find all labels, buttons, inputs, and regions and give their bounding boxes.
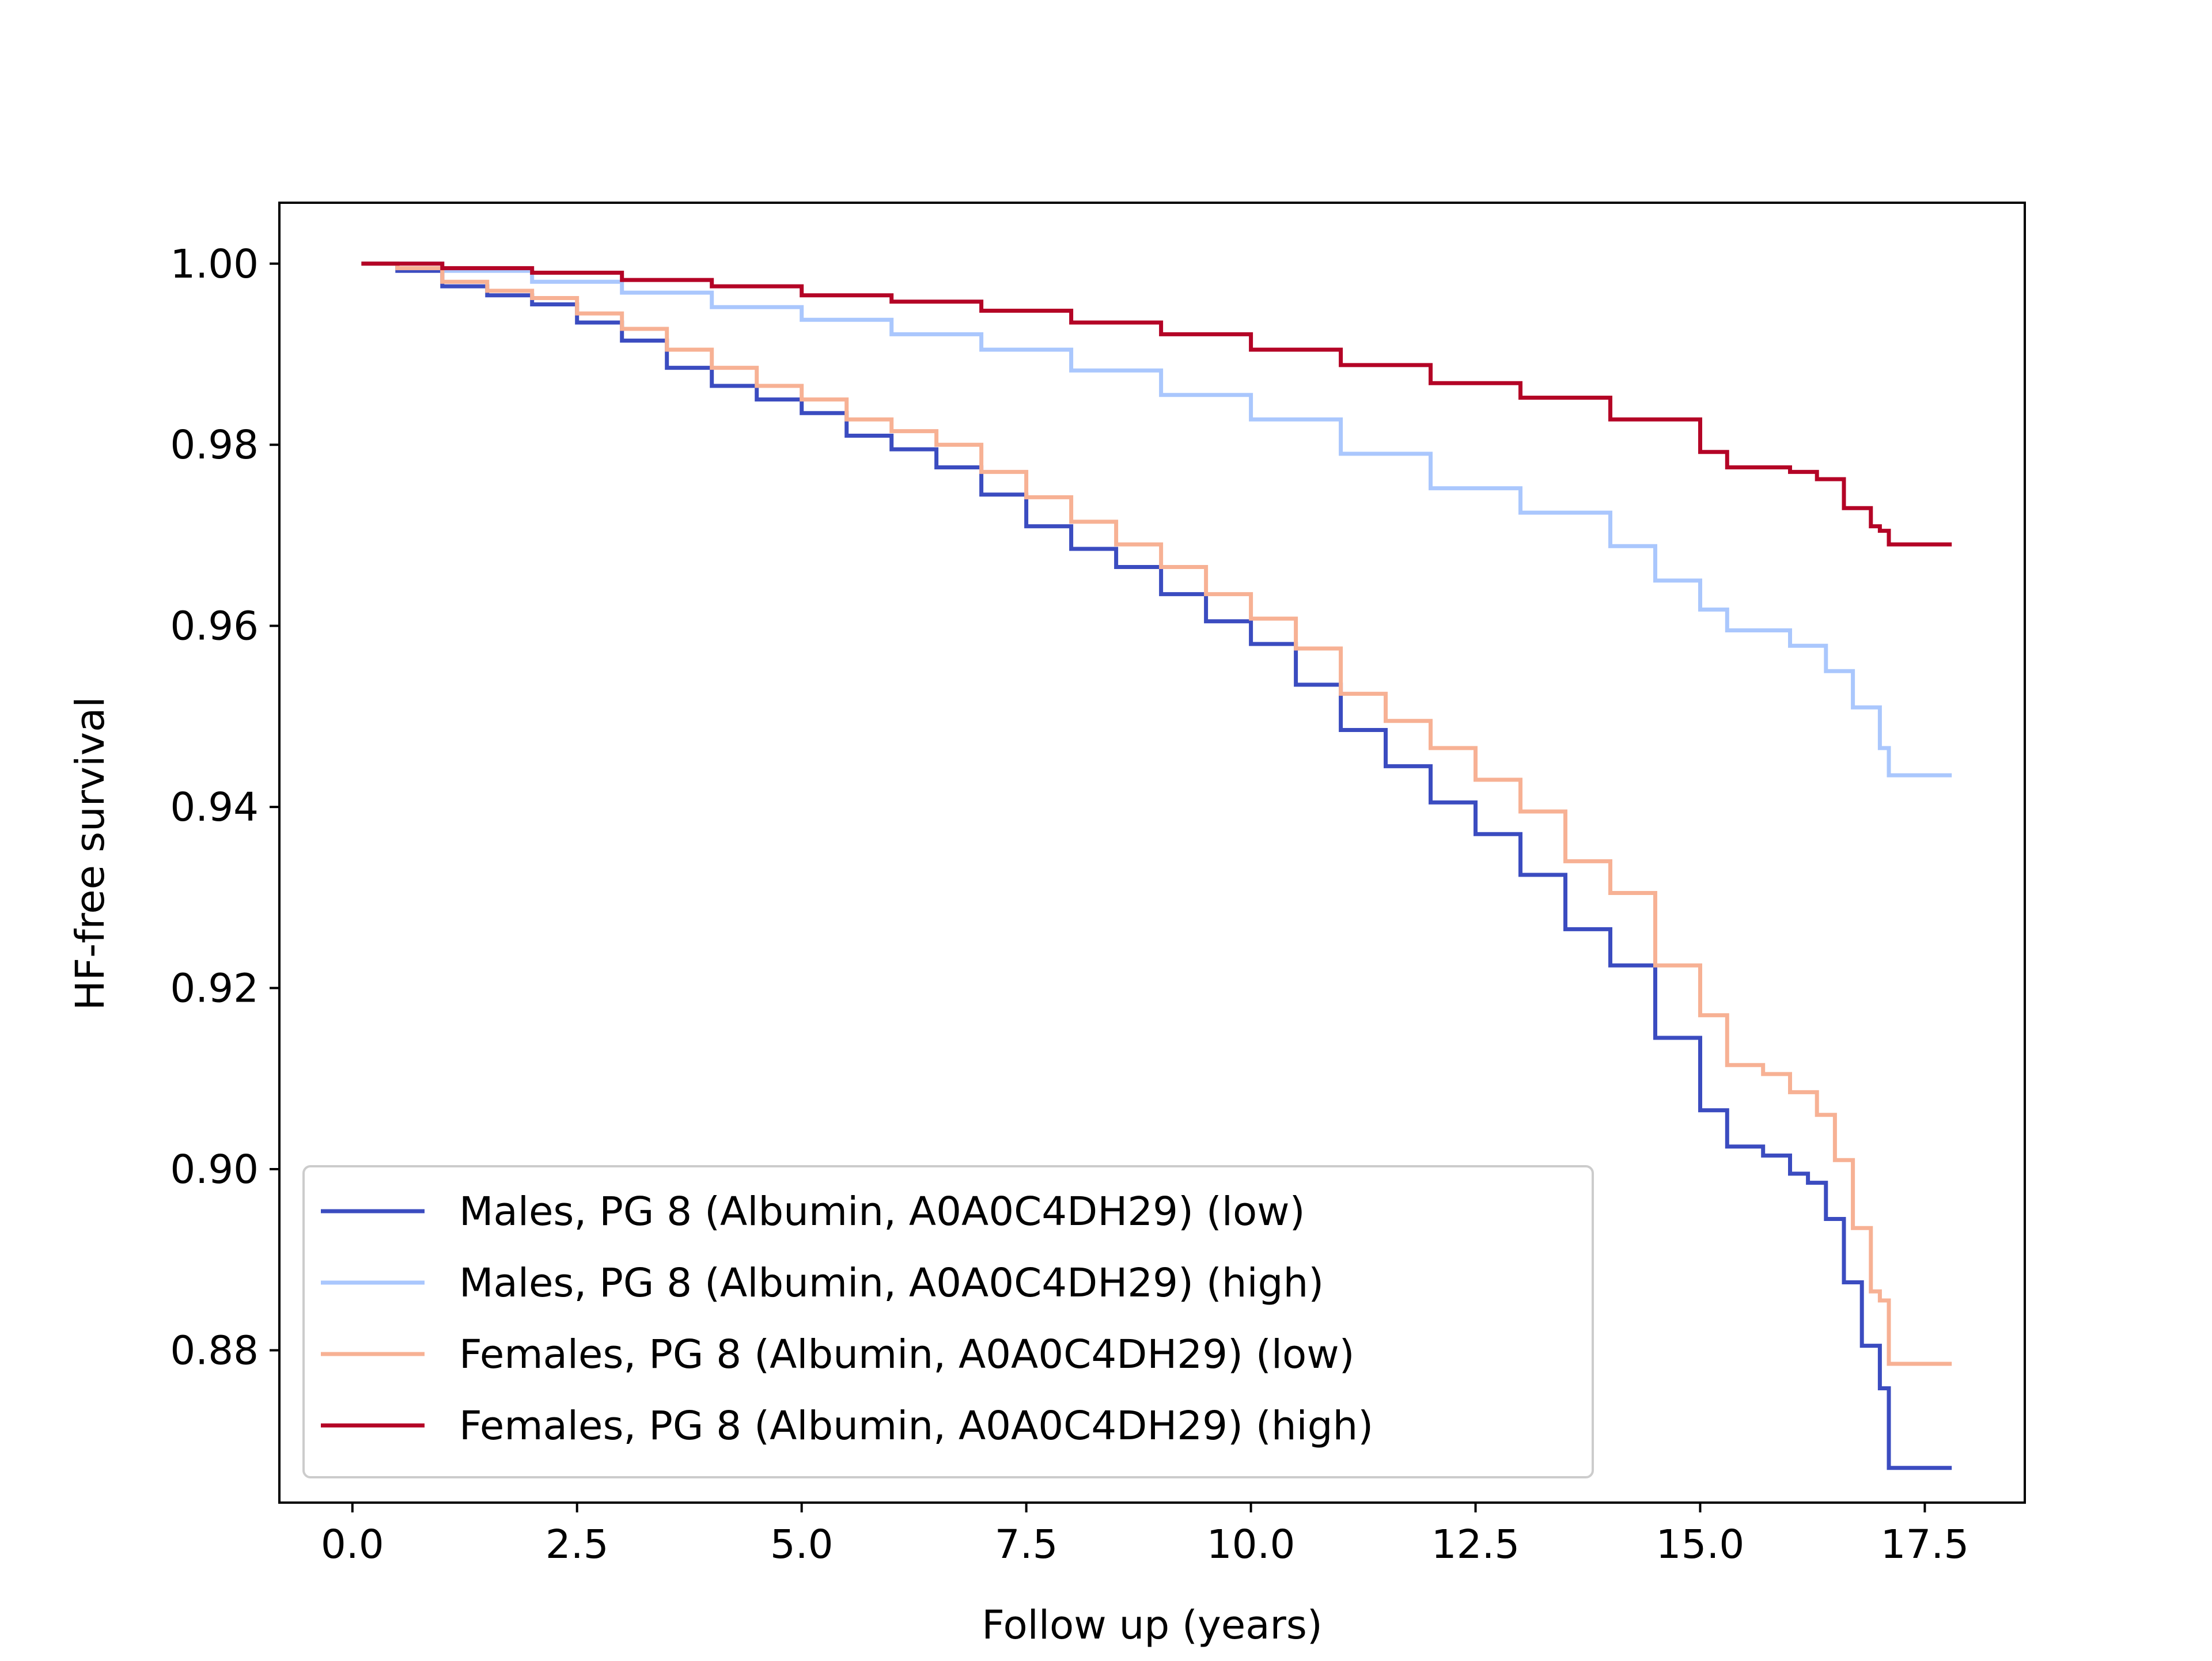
y-tick-label: 1.00 xyxy=(170,241,259,287)
legend-label-1: Males, PG 8 (Albumin, A0A0C4DH29) (low) xyxy=(459,1189,1305,1235)
x-tick-label: 5.0 xyxy=(770,1522,834,1568)
x-tick-label: 10.0 xyxy=(1207,1522,1296,1568)
x-tick-label: 7.5 xyxy=(995,1522,1058,1568)
legend-label-2: Males, PG 8 (Albumin, A0A0C4DH29) (high) xyxy=(459,1260,1324,1306)
legend-box xyxy=(302,1165,1594,1478)
x-tick-label: 17.5 xyxy=(1881,1522,1969,1568)
x-tick-label: 0.0 xyxy=(321,1522,384,1568)
y-tick-label: 0.96 xyxy=(170,604,259,650)
y-tick-label: 0.94 xyxy=(170,784,259,830)
y-axis-label: HF-free survival xyxy=(67,697,113,1011)
x-tick-label: 15.0 xyxy=(1656,1522,1745,1568)
y-axis: 0.88 0.90 0.92 0.94 0.96 0.98 1.00 xyxy=(170,241,280,1374)
x-tick-label: 12.5 xyxy=(1431,1522,1520,1568)
x-axis: 0.0 2.5 5.0 7.5 10.0 12.5 15.0 17.5 xyxy=(321,1502,1969,1568)
series-layer xyxy=(361,261,1952,1470)
x-axis-label: Follow up (years) xyxy=(982,1602,1323,1648)
y-tick-label: 0.88 xyxy=(170,1328,259,1374)
series-line-3 xyxy=(361,261,1952,1366)
legend-label-3: Females, PG 8 (Albumin, A0A0C4DH29) (low… xyxy=(459,1332,1355,1378)
series-line-2 xyxy=(361,261,1952,778)
y-tick-label: 0.98 xyxy=(170,422,259,468)
y-tick-label: 0.92 xyxy=(170,966,259,1012)
legend: Males, PG 8 (Albumin, A0A0C4DH29) (low) M… xyxy=(302,1165,1594,1478)
y-tick-label: 0.90 xyxy=(170,1147,259,1193)
series-line-4 xyxy=(361,261,1952,547)
x-tick-label: 2.5 xyxy=(546,1522,609,1568)
plot-frame xyxy=(278,202,2026,1504)
legend-label-4: Females, PG 8 (Albumin, A0A0C4DH29) (hig… xyxy=(459,1403,1373,1449)
